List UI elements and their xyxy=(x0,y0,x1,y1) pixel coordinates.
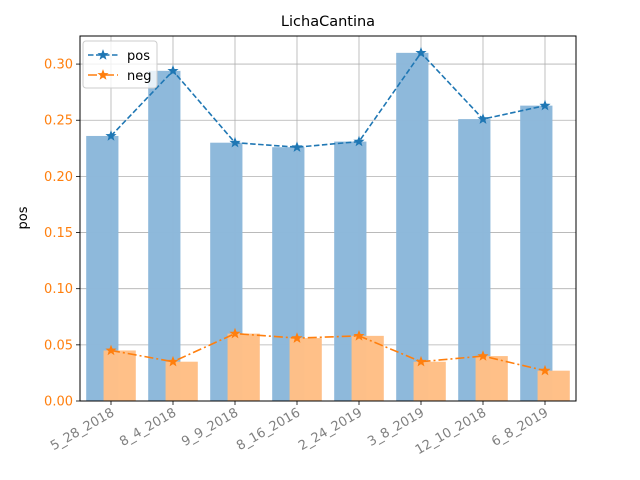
bar-neg xyxy=(413,361,446,401)
y-axis-label: pos xyxy=(16,206,31,229)
point-pos xyxy=(167,64,179,76)
legend-marker-neg xyxy=(97,69,109,80)
x-tick-label: 8_4_2018 xyxy=(117,405,179,449)
y-tick-label: 0.05 xyxy=(44,338,73,353)
bar-neg xyxy=(227,333,260,401)
x-tick-label: 9_9_2018 xyxy=(179,405,241,449)
bar-pos xyxy=(458,119,491,401)
chart-title: LichaCantina xyxy=(281,14,375,30)
point-neg xyxy=(477,350,489,361)
y-tick-label: 0.20 xyxy=(44,170,73,185)
bar-neg xyxy=(289,338,322,401)
point-pos xyxy=(229,136,241,148)
point-neg xyxy=(229,327,241,339)
x-tick-label: 8_16_2016 xyxy=(234,405,303,453)
legend-label-pos: pos xyxy=(127,49,150,64)
x-tick-label: 6_8_2019 xyxy=(489,405,551,449)
series-line-neg xyxy=(110,332,546,372)
bar-neg xyxy=(103,350,136,401)
legend-label-neg: neg xyxy=(127,69,152,84)
point-pos xyxy=(539,99,551,111)
x-tick-label: 12_10_2018 xyxy=(413,405,489,458)
bar-pos xyxy=(396,52,429,401)
bar-pos xyxy=(520,105,553,401)
point-pos xyxy=(291,141,303,152)
series-line-pos xyxy=(110,51,546,148)
series-lines xyxy=(105,46,551,376)
point-neg xyxy=(105,344,117,356)
legend: pos neg xyxy=(82,40,158,89)
bar-neg xyxy=(165,361,198,401)
point-neg xyxy=(539,364,551,376)
y-axis: 0.00 0.05 0.10 0.15 0.20 0.25 0.30 xyxy=(44,58,80,410)
bar-neg xyxy=(537,370,570,401)
plot-frame xyxy=(79,35,577,402)
point-neg xyxy=(353,330,365,341)
bar-neg xyxy=(351,335,384,401)
y-tick-label: 0.25 xyxy=(44,114,73,129)
point-neg xyxy=(291,332,303,343)
y-tick-label: 0.30 xyxy=(44,58,73,73)
bars xyxy=(86,52,570,402)
point-pos xyxy=(477,113,489,124)
y-tick-label: 0.10 xyxy=(44,282,73,297)
y-tick-label: 0.15 xyxy=(44,226,73,241)
legend-marker-pos xyxy=(97,49,109,60)
point-pos xyxy=(415,46,427,58)
point-pos xyxy=(353,135,365,147)
point-pos xyxy=(105,130,117,141)
x-axis: 5_28_2018 8_4_2018 9_9_20188_16_20162_24_2… xyxy=(48,401,551,458)
point-neg xyxy=(167,355,179,367)
bar-pos xyxy=(148,70,181,402)
point-neg xyxy=(415,355,427,367)
bar-neg xyxy=(475,356,508,401)
x-tick-label: 2_24_2019 xyxy=(296,405,365,453)
y-tick-label: 0.00 xyxy=(44,395,73,410)
x-tick-label: 5_28_2018 xyxy=(48,405,117,453)
